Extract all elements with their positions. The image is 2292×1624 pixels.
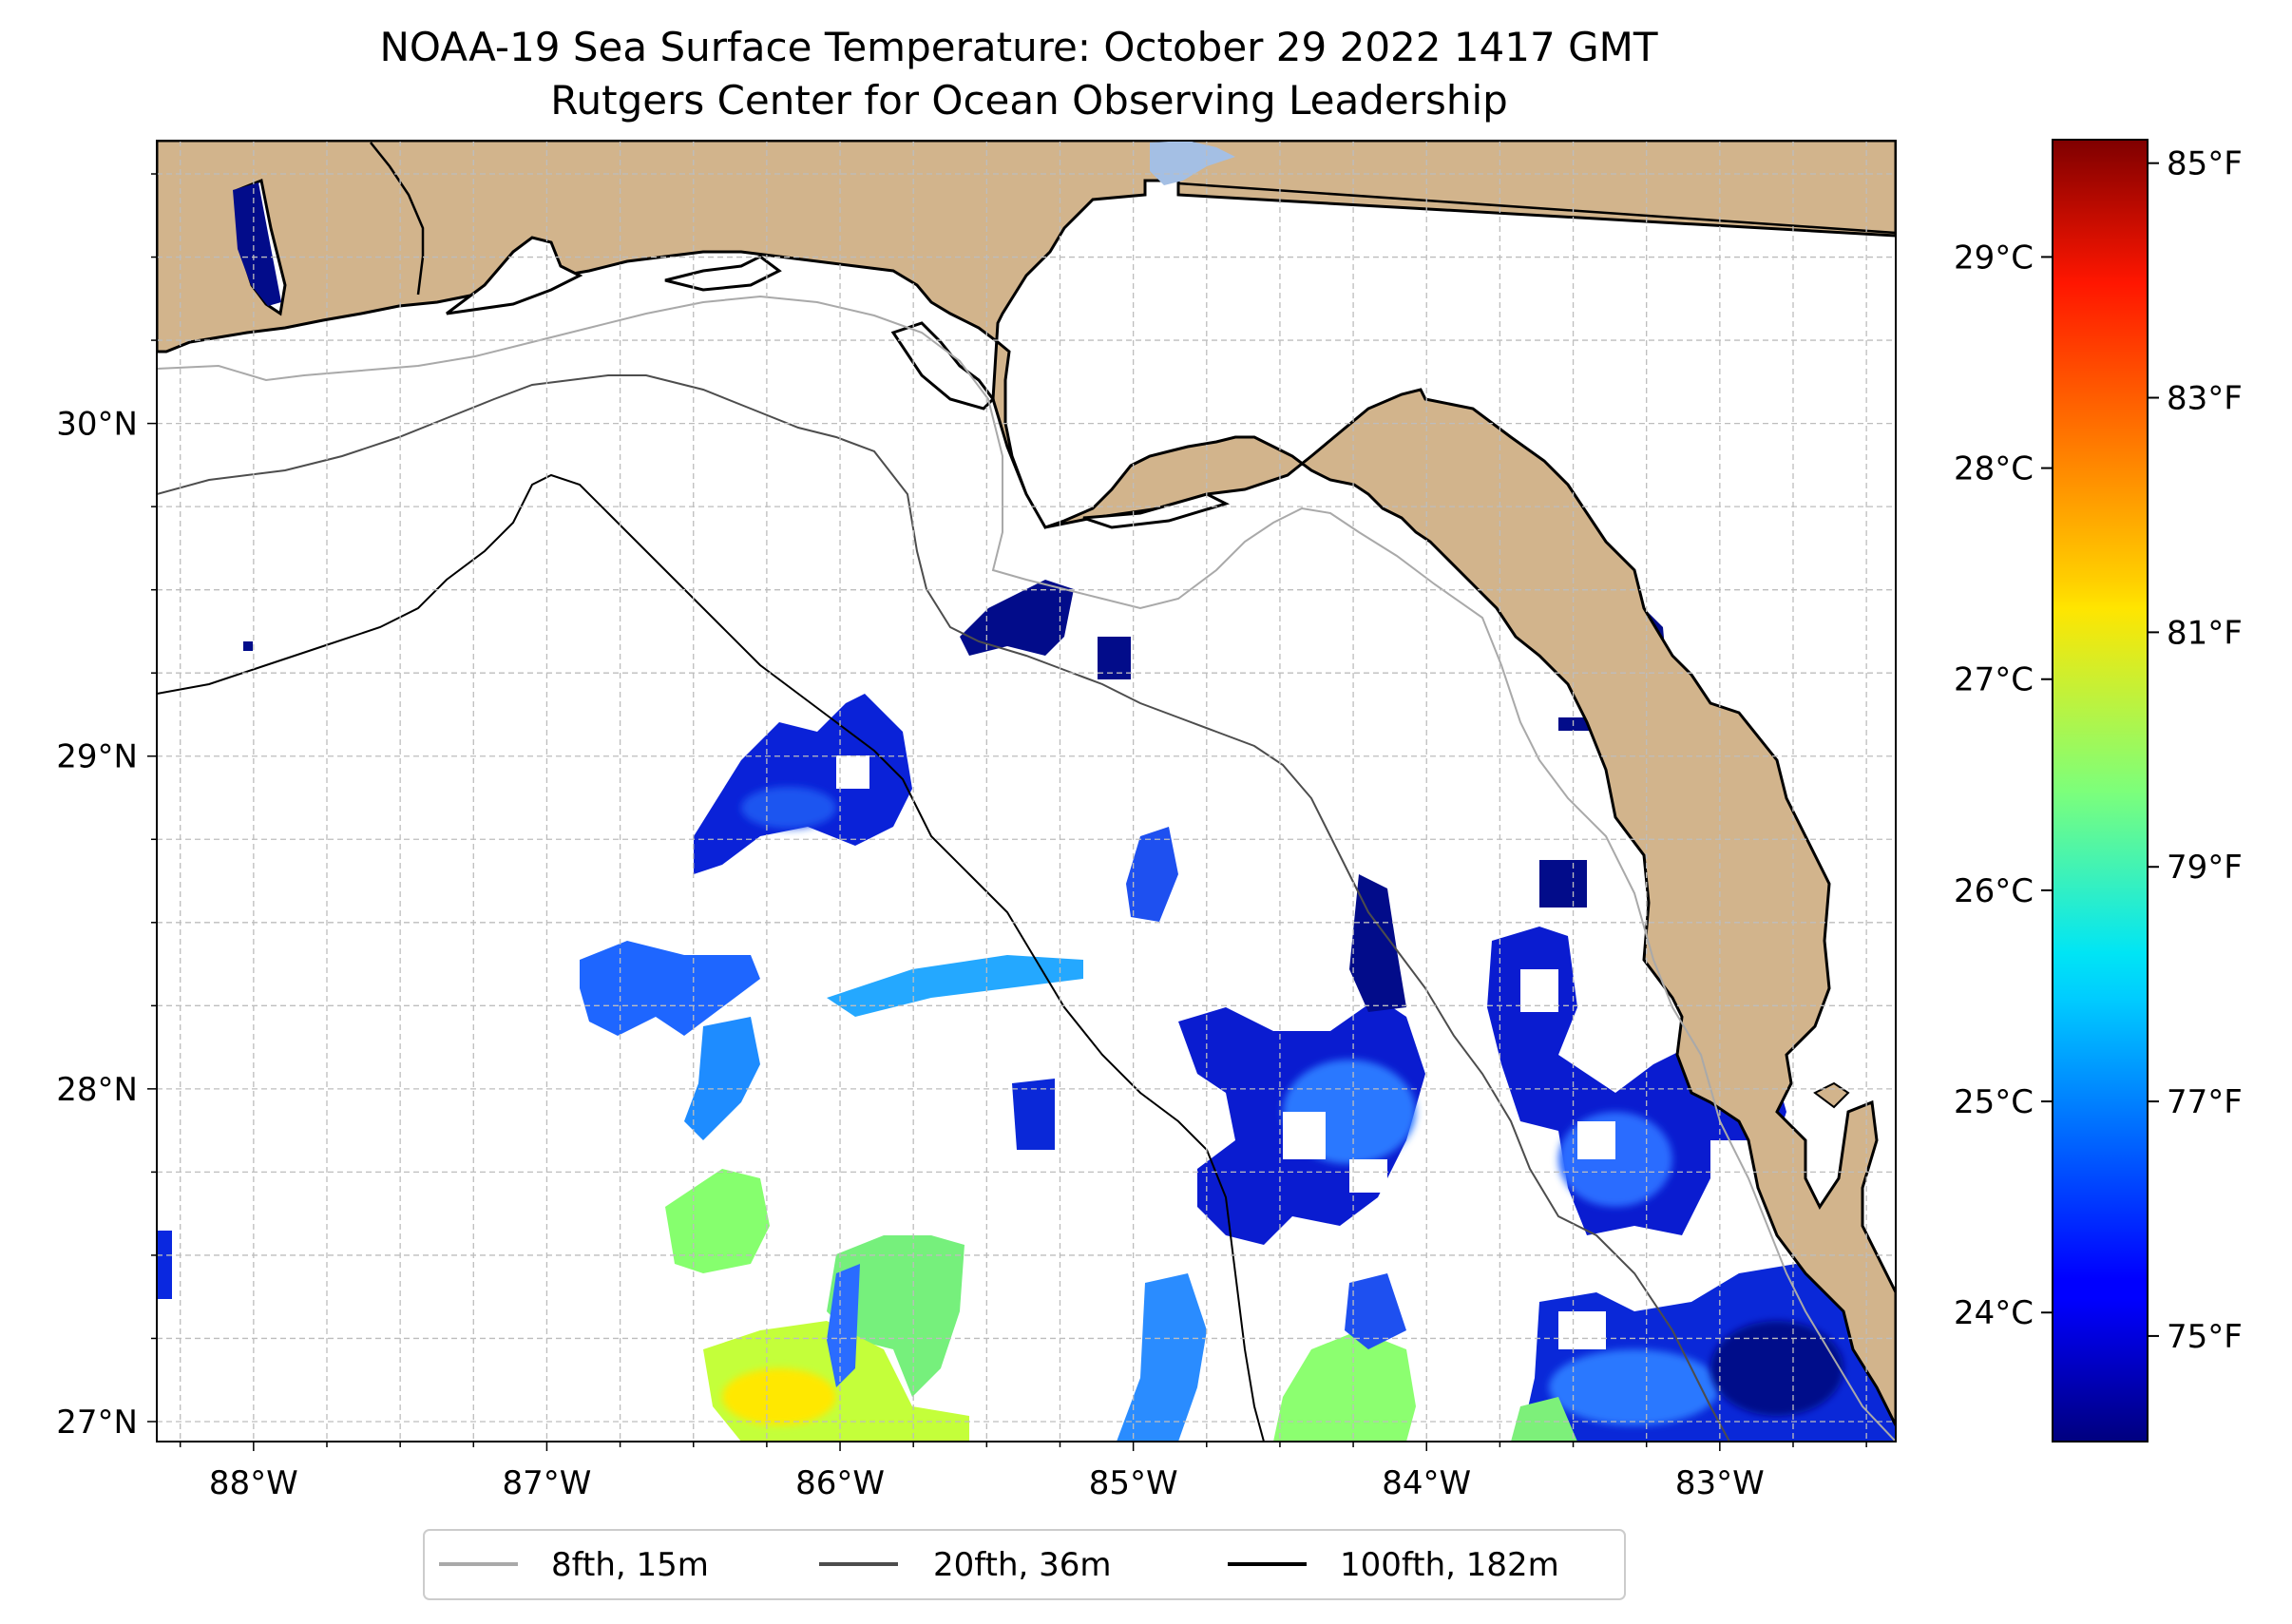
fahrenheit-tick-label: 81°F [2167, 614, 2243, 652]
isobath-8fth [157, 295, 1896, 1442]
sst-patch [1273, 1330, 1416, 1442]
sst-patch [1126, 827, 1178, 922]
sst-patch [1098, 637, 1131, 679]
legend: 8fth, 15m 20fth, 36m 100fth, 182m [423, 1529, 1626, 1600]
map-area [157, 141, 1896, 1442]
lat-tick-label: 28°N [56, 1071, 138, 1109]
lon-tick-label: 88°W [209, 1464, 298, 1502]
sst-patch [1710, 1321, 1843, 1416]
sst-patch [1539, 860, 1587, 908]
lat-tick-label: 29°N [56, 738, 138, 776]
sst-gap [1558, 1311, 1606, 1349]
celsius-tick-label: 28°C [1954, 450, 2034, 488]
fahrenheit-tick-label: 85°F [2167, 145, 2243, 183]
legend-box [423, 1529, 1626, 1600]
sst-patch [1345, 1273, 1406, 1349]
sst-patch [827, 1264, 860, 1387]
apalachicola-bay [1082, 492, 1231, 529]
sst-patch [684, 1017, 760, 1140]
legend-label-8fth: 8fth, 15m [551, 1546, 709, 1584]
sst-patch [1349, 874, 1406, 1012]
celsius-tick-label: 24°C [1954, 1294, 2034, 1332]
sst-patch [665, 1169, 770, 1273]
sst-patch [722, 1368, 836, 1425]
longitude-axis: 88°W 87°W 86°W 85°W 84°W 83°W [179, 1442, 1867, 1502]
sst-patch [243, 641, 253, 651]
sst-patch [960, 580, 1074, 656]
legend-label-20fth: 20fth, 36m [933, 1546, 1112, 1584]
sst-patch [1549, 1349, 1720, 1425]
title-line1: NOAA-19 Sea Surface Temperature: October… [379, 24, 1657, 70]
lat-tick-label: 30°N [56, 406, 138, 444]
colorbar-fahrenheit-axis: 75°F 77°F 79°F 81°F 83°F 85°F [2148, 145, 2243, 1356]
isobaths [157, 295, 1896, 1442]
map-frame [156, 140, 1897, 1442]
fahrenheit-tick-label: 83°F [2167, 380, 2243, 418]
isobath-100fth [157, 473, 1265, 1442]
lon-tick-label: 84°W [1382, 1464, 1471, 1502]
colorbar: 24°C 25°C 26°C 27°C 28°C 29°C 75°F 77°F 79°F 81°… [1954, 139, 2243, 1442]
st-andrew-bay [890, 321, 995, 411]
sst-gap [836, 755, 869, 789]
isobath-20fth [157, 374, 1730, 1442]
lat-tick-label: 27°N [56, 1404, 138, 1442]
title-line2: Rutgers Center for Ocean Observing Leade… [550, 77, 1508, 124]
fahrenheit-tick-label: 79°F [2167, 849, 2243, 887]
celsius-tick-label: 27°C [1954, 661, 2034, 699]
sst-patch [580, 941, 760, 1036]
sst-gap [1283, 1112, 1326, 1159]
sst-gap [1520, 969, 1558, 1012]
lon-tick-label: 83°W [1675, 1464, 1765, 1502]
fahrenheit-tick-label: 75°F [2167, 1318, 2243, 1356]
sst-gap [1577, 1121, 1615, 1159]
latitude-axis: 27°N 28°N 29°N 30°N [56, 173, 157, 1442]
choctawhatchee-bay [664, 255, 782, 292]
lon-tick-label: 87°W [502, 1464, 591, 1502]
state-border [1177, 182, 1896, 235]
sst-patch [1012, 1079, 1055, 1150]
sst-patches [157, 185, 1896, 1442]
lon-tick-label: 86°W [795, 1464, 885, 1502]
celsius-tick-label: 29°C [1954, 239, 2034, 277]
legend-label-100fth: 100fth, 182m [1340, 1546, 1559, 1584]
sst-gap [1349, 1159, 1387, 1193]
sst-patch [1511, 1397, 1577, 1442]
lake [1150, 141, 1235, 185]
sst-patch [157, 1231, 172, 1299]
state-border [370, 142, 425, 296]
colorbar-gradient [2052, 139, 2149, 1442]
colorbar-celsius-axis: 24°C 25°C 26°C 27°C 28°C 29°C [1954, 239, 2053, 1332]
sst-patch [1117, 1273, 1207, 1442]
coastline-land [157, 141, 1896, 1426]
fahrenheit-tick-label: 77°F [2167, 1083, 2243, 1121]
sst-patch [827, 955, 1083, 1017]
gridlines [157, 141, 1896, 1442]
celsius-tick-label: 25°C [1954, 1083, 2034, 1121]
lon-tick-label: 85°W [1089, 1464, 1178, 1502]
sst-patch [827, 1235, 965, 1397]
sst-patch [233, 182, 281, 306]
sst-patch [741, 787, 836, 829]
celsius-tick-label: 26°C [1954, 872, 2034, 910]
